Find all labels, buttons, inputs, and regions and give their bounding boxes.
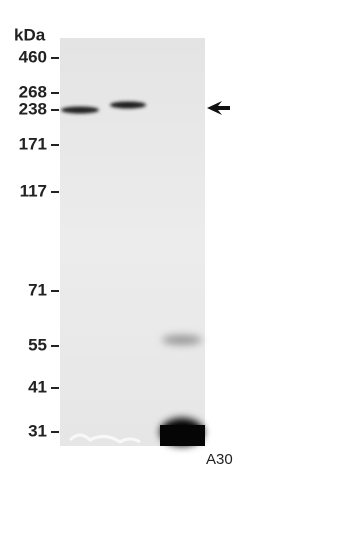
lane-label: A30	[206, 451, 233, 468]
artifact	[68, 433, 141, 444]
marker-label: 71	[28, 280, 47, 299]
membrane	[60, 38, 205, 446]
marker-label: 55	[28, 335, 47, 354]
marker-label: 460	[19, 47, 47, 66]
marker-label: 171	[19, 134, 47, 153]
band	[61, 106, 99, 114]
marker-label: 268	[19, 82, 47, 101]
band	[110, 101, 146, 109]
mask	[0, 466, 354, 549]
marker-label: 31	[28, 421, 47, 440]
arrow	[207, 101, 230, 115]
marker-label: 41	[28, 377, 47, 396]
marker-label: 238	[19, 99, 47, 118]
band	[162, 335, 202, 345]
band	[160, 425, 205, 446]
unit-label: kDa	[14, 25, 46, 44]
marker-label: 117	[20, 181, 47, 200]
